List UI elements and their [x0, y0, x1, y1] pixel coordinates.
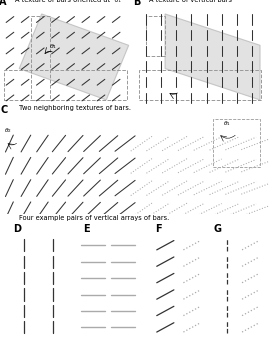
- Text: Two neighboring textures of bars.: Two neighboring textures of bars.: [19, 105, 131, 111]
- Text: $\theta_1$: $\theta_1$: [222, 119, 230, 128]
- Text: A texture of bars oriented at  θ₁: A texture of bars oriented at θ₁: [15, 0, 120, 3]
- Bar: [4, 70, 127, 100]
- Text: A texture of vertical bars: A texture of vertical bars: [149, 0, 232, 3]
- Text: F: F: [155, 224, 161, 234]
- Text: $\theta_1$: $\theta_1$: [49, 42, 57, 51]
- Bar: [146, 16, 165, 57]
- Text: A: A: [0, 0, 6, 7]
- Text: B: B: [133, 0, 141, 7]
- Text: C: C: [0, 105, 7, 115]
- Text: Four example pairs of vertical arrays of bars.: Four example pairs of vertical arrays of…: [19, 215, 169, 221]
- Text: E: E: [83, 224, 89, 234]
- Text: $\theta_2$: $\theta_2$: [4, 126, 12, 135]
- Text: G: G: [213, 224, 221, 234]
- Bar: [31, 16, 50, 100]
- Bar: [213, 119, 260, 167]
- Polygon shape: [19, 14, 129, 100]
- Bar: [139, 70, 261, 100]
- Polygon shape: [165, 14, 260, 100]
- Text: D: D: [13, 224, 21, 234]
